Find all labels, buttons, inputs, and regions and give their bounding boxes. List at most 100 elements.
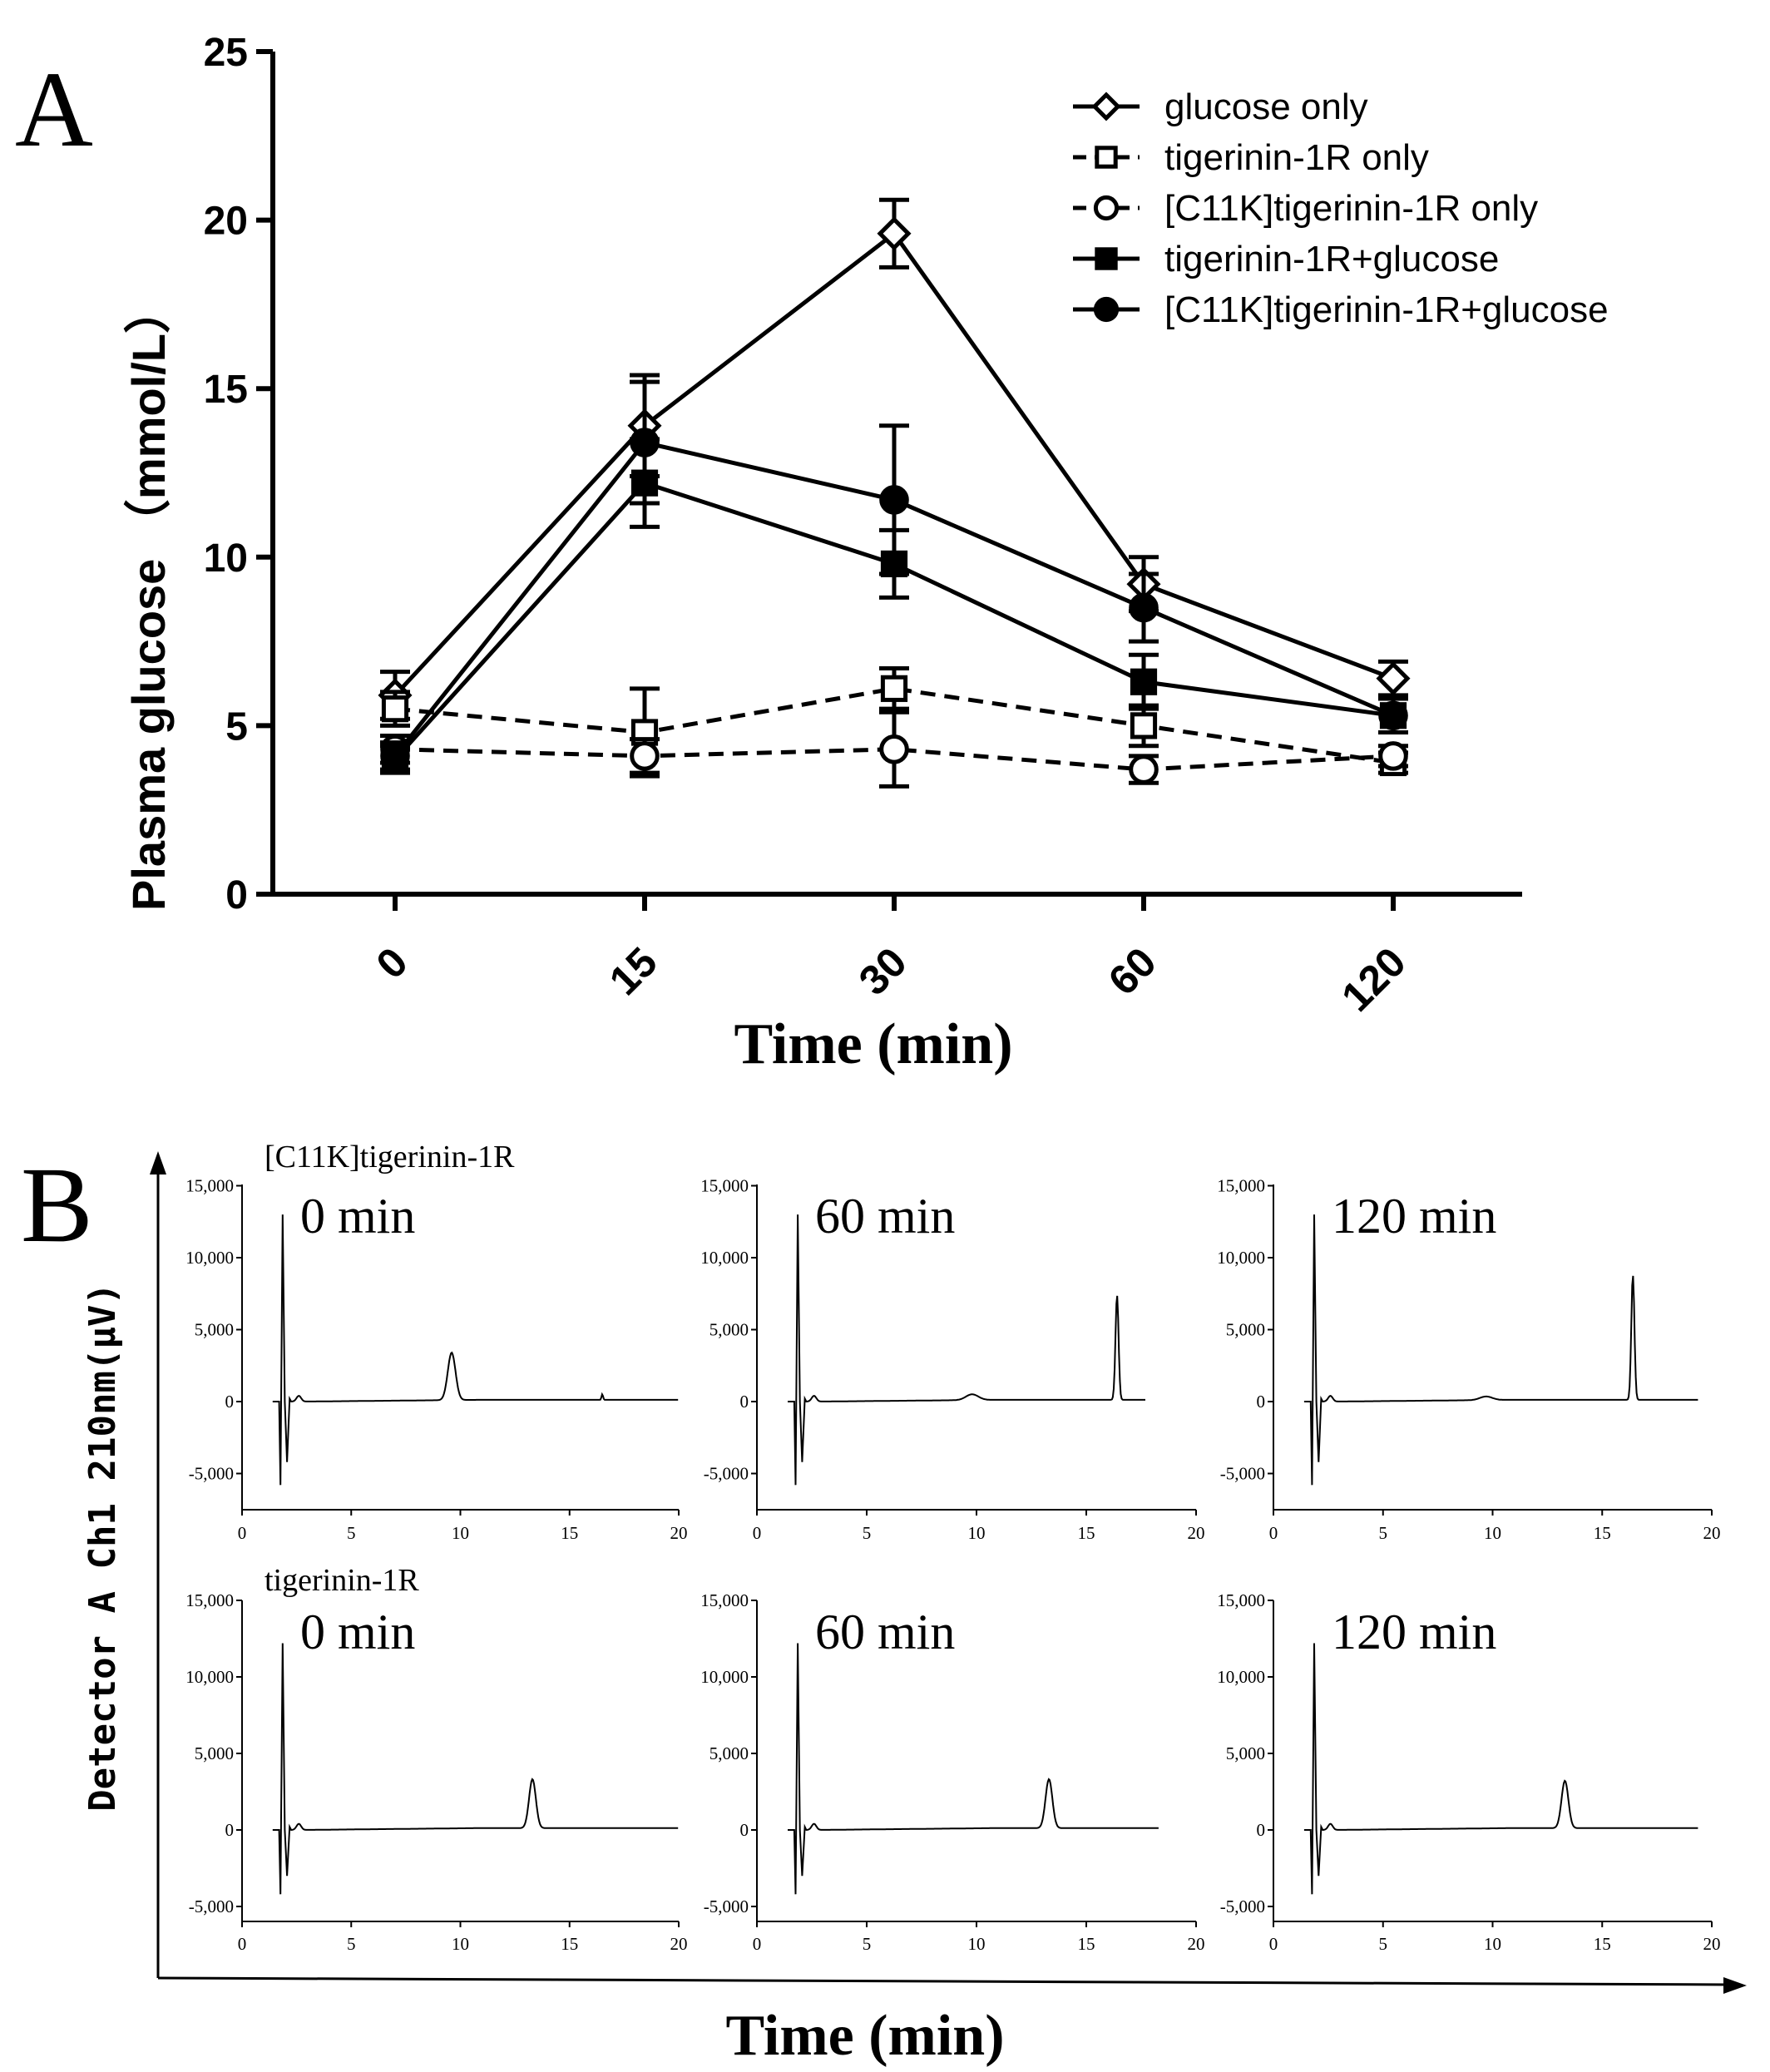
data-point-c11k-tigerinin-1r-only [1378,741,1408,771]
legend-label-glucose-only: glucose only [1164,87,1368,127]
chrom-y-tick-label: -5,000 [189,1896,234,1916]
legend-label-tigerinin-1r-only: tigerinin-1R only [1164,137,1429,178]
chrom-trace [272,1643,679,1895]
panel-b-row-label-tigerinin: tigerinin-1R [265,1563,419,1598]
panel-a-y-tick-label: 10 [204,537,248,581]
chrom-y-tick-label: -5,000 [1220,1896,1265,1916]
chrom-x-tick-label: 20 [670,1523,688,1543]
chrom-time-label: 0 min [300,1605,415,1659]
chrom-y-tick-label: -5,000 [1220,1464,1265,1484]
chrom-trace [1303,1643,1698,1895]
chrom-x-tick-label: 5 [347,1934,356,1954]
chrom-x-tick-label: 0 [1269,1523,1278,1543]
data-point-c11k-tigerinin-1r-glucose [380,741,410,771]
panel-a-label: A [15,50,93,170]
chrom-x-tick-label: 10 [1484,1523,1501,1543]
chrom-x-tick-label: 15 [1594,1523,1611,1543]
panel-b-y-axis-label: Detector A Ch1 210nm(μV) [82,1283,124,1812]
chrom-y-tick-label: 15,000 [700,1590,749,1610]
chromatogram-c11k-60-min: -5,000 0 5,000 10,000 15,000 0 5 10 15 20 60 min [700,1176,1204,1544]
chrom-trace [1303,1214,1698,1486]
legend-marker-c11k-tigerinin-1r-only [1093,195,1120,221]
chrom-y-tick-label: 5,000 [195,1320,234,1340]
chromatogram-c11k-0-min: -5,000 0 5,000 10,000 15,000 0 5 10 15 20 0 min [185,1176,687,1544]
chrom-x-tick-label: 20 [1188,1523,1205,1543]
chrom-y-tick-label: 5,000 [1226,1743,1265,1763]
chrom-y-tick-label: 5,000 [195,1743,234,1763]
panel-a-y-tick-label: 15 [204,368,248,412]
chrom-time-label: 120 min [1332,1189,1496,1244]
chrom-time-label: 120 min [1332,1605,1496,1659]
panel-a-y-tick-label: 25 [204,31,248,75]
chrom-y-tick-label: 0 [740,1820,749,1840]
chrom-y-tick-label: 10,000 [700,1667,749,1687]
chrom-x-tick-label: 10 [1484,1934,1501,1954]
data-point-c11k-tigerinin-1r-only [1129,754,1159,784]
data-point-tigerinin-1r-only [880,675,908,702]
panel-a-x-tick-label: 30 [850,938,916,1004]
chrom-x-tick-label: 20 [1188,1934,1205,1954]
panel-a-x-tick-label: 0 [368,938,417,987]
chrom-x-tick-label: 5 [1379,1523,1388,1543]
panel-b-x-arrow-head [1723,1977,1747,1994]
legend-marker-glucose-only [1091,91,1121,121]
chrom-y-tick-label: 5,000 [709,1743,749,1763]
chrom-y-tick-label: -5,000 [189,1464,234,1484]
chrom-y-tick-label: 10,000 [1217,1667,1265,1687]
data-point-glucose-only [1376,661,1411,696]
chrom-x-tick-label: 10 [452,1523,469,1543]
chrom-x-tick-label: 20 [1703,1523,1721,1543]
chrom-x-tick-label: 15 [1078,1934,1095,1954]
chrom-y-tick-label: 15,000 [185,1176,234,1196]
chrom-x-tick-label: 0 [753,1523,762,1543]
data-point-tigerinin-1r-glucose [1130,668,1158,695]
chrom-y-tick-label: -5,000 [704,1896,749,1916]
chrom-x-tick-label: 15 [1594,1934,1611,1954]
data-point-glucose-only [877,216,912,251]
chrom-y-tick-label: 10,000 [1217,1248,1265,1268]
chrom-y-tick-label: 10,000 [185,1667,234,1687]
series-line-c11k-tigerinin-1r-only [394,747,1394,772]
chrom-y-tick-label: 5,000 [1226,1320,1265,1340]
legend-marker-c11k-tigerinin-1r-glucose [1093,296,1120,323]
series-c11k-tigerinin-1r-glucose [380,379,1408,772]
chrom-x-tick-label: 5 [863,1934,872,1954]
chrom-x-tick-label: 0 [753,1934,762,1954]
chrom-y-tick-label: 5,000 [709,1320,749,1340]
chrom-x-tick-label: 0 [238,1523,247,1543]
chrom-time-label: 60 min [815,1189,955,1244]
chrom-trace [272,1214,679,1486]
chrom-y-tick-label: 0 [1257,1820,1266,1840]
data-point-c11k-tigerinin-1r-glucose [1129,592,1159,623]
panel-a-y-tick-label: 20 [204,200,248,244]
panel-b-axes: Detector A Ch1 210nm(μV) Time (min) [C11… [82,1140,1747,2068]
panel-b-x-arrow-line [157,1976,1731,1986]
chrom-y-tick-label: 10,000 [185,1248,234,1268]
chromatogram-c11k-120-min: -5,000 0 5,000 10,000 15,000 0 5 10 15 20 120 min [1217,1176,1720,1544]
legend-label-c11k-tigerinin-1r-only: [C11K]tigerinin-1R only [1164,188,1538,229]
legend-label-tigerinin-1r-glucose: tigerinin-1R+glucose [1164,239,1499,279]
panel-a-x-tick-label: 120 [1332,938,1415,1021]
panel-b-x-axis-label: Time (min) [725,2004,1004,2068]
panel-a-x-tick-label: 15 [601,938,666,1004]
chrom-y-tick-label: 0 [1257,1392,1266,1412]
data-point-c11k-tigerinin-1r-glucose [879,485,909,515]
panel-a-y-tick-label: 0 [225,873,248,917]
panel-a-x-tick-label: 60 [1100,938,1165,1004]
chrom-y-tick-label: 0 [225,1392,235,1412]
chrom-x-tick-label: 15 [1078,1523,1095,1543]
data-point-c11k-tigerinin-1r-only [879,734,909,764]
chrom-x-tick-label: 5 [863,1523,872,1543]
chrom-y-tick-label: 15,000 [1217,1590,1265,1610]
legend-marker-tigerinin-1r-glucose [1095,247,1118,270]
chrom-y-tick-label: 15,000 [700,1176,749,1196]
chrom-x-tick-label: 0 [238,1934,247,1954]
chrom-x-tick-label: 20 [1703,1934,1721,1954]
data-point-c11k-tigerinin-1r-only [630,741,660,771]
data-point-c11k-tigerinin-1r-glucose [630,428,660,457]
chrom-x-tick-label: 0 [1269,1934,1278,1954]
legend-marker-tigerinin-1r-only [1095,146,1118,169]
chrom-y-tick-label: 15,000 [1217,1176,1265,1196]
chrom-x-tick-label: 20 [670,1934,688,1954]
